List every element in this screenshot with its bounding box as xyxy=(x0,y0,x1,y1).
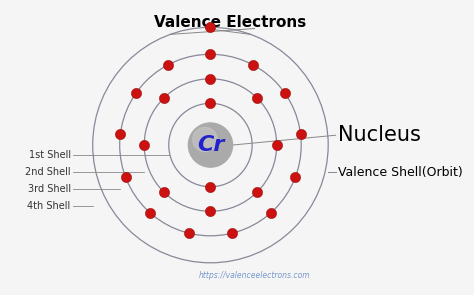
Point xyxy=(164,62,172,67)
Point xyxy=(207,52,214,57)
Point xyxy=(207,101,214,106)
Point xyxy=(146,211,154,215)
Point xyxy=(254,96,261,101)
Point xyxy=(207,209,214,214)
Text: Valence Shell(Orbit): Valence Shell(Orbit) xyxy=(338,165,463,178)
Text: https://valenceelectrons.com: https://valenceelectrons.com xyxy=(199,271,310,280)
Circle shape xyxy=(193,127,217,152)
Point xyxy=(249,62,256,67)
Point xyxy=(297,132,304,137)
Text: 2nd Shell: 2nd Shell xyxy=(25,167,71,177)
Text: Cr: Cr xyxy=(197,135,224,155)
Point xyxy=(273,143,281,148)
Point xyxy=(132,91,139,96)
Text: 1st Shell: 1st Shell xyxy=(28,150,71,160)
Point xyxy=(122,175,129,180)
Text: Valence Electrons: Valence Electrons xyxy=(154,15,306,30)
Point xyxy=(207,76,214,81)
Text: 4th Shell: 4th Shell xyxy=(27,201,71,212)
Text: Nucleus: Nucleus xyxy=(338,125,421,145)
Text: 3rd Shell: 3rd Shell xyxy=(27,184,71,194)
Point xyxy=(267,211,274,215)
Point xyxy=(254,189,261,194)
Point xyxy=(282,91,289,96)
Point xyxy=(207,25,214,30)
Point xyxy=(292,175,299,180)
Point xyxy=(185,231,192,235)
Point xyxy=(160,96,167,101)
Point xyxy=(228,231,236,235)
Point xyxy=(160,189,167,194)
Circle shape xyxy=(188,123,233,167)
Point xyxy=(207,184,214,189)
Point xyxy=(117,132,124,137)
Point xyxy=(140,143,148,148)
